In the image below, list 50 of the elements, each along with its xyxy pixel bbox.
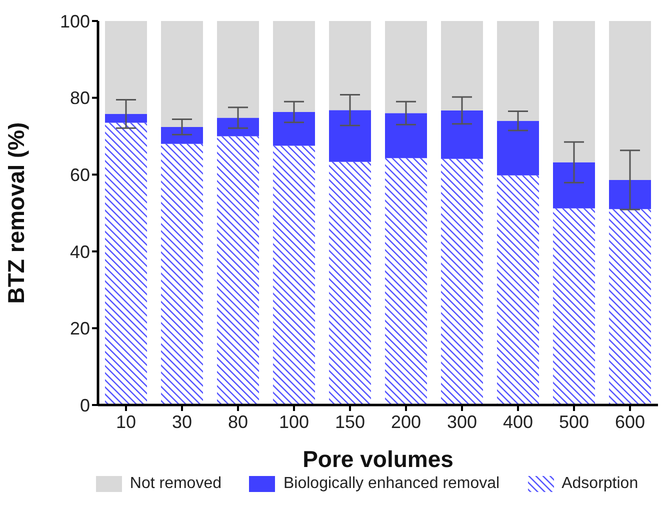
x-tick-label: 30 <box>172 412 192 432</box>
bar <box>609 209 651 405</box>
bar <box>105 21 147 114</box>
x-tick-label: 500 <box>558 412 590 432</box>
bar <box>161 144 203 405</box>
y-tick-label: 100 <box>60 11 90 32</box>
bar <box>385 158 427 405</box>
bar <box>385 21 427 114</box>
x-tick-label: 100 <box>278 412 310 432</box>
x-tick-label: 150 <box>334 412 366 432</box>
bar <box>105 122 147 405</box>
x-axis-title: Pore volumes <box>302 446 454 472</box>
bar <box>273 112 315 146</box>
y-tick-label: 0 <box>80 395 90 416</box>
x-tick-label: 200 <box>390 412 422 432</box>
bar <box>497 175 539 405</box>
bar <box>161 21 203 127</box>
bar <box>273 146 315 405</box>
bar <box>441 158 483 405</box>
x-tick-label: 80 <box>228 412 248 432</box>
legend-label: Biologically enhanced removal <box>282 475 500 493</box>
bar <box>441 110 483 159</box>
x-tick-label: 300 <box>446 412 478 432</box>
bar <box>497 21 539 121</box>
bar <box>217 136 259 405</box>
bar <box>105 114 147 123</box>
bar <box>329 110 371 162</box>
bar <box>553 162 595 208</box>
y-tick-label: 40 <box>70 242 90 262</box>
bar <box>217 21 259 118</box>
y-tick-label: 20 <box>70 318 90 339</box>
bar <box>273 21 315 112</box>
x-tick-label: 400 <box>502 412 534 432</box>
bar <box>329 162 371 405</box>
bar <box>497 120 539 176</box>
bar <box>441 21 483 110</box>
bar <box>553 208 595 405</box>
bar <box>609 180 651 210</box>
legend-label: Not removed <box>128 475 222 493</box>
y-tick-label: 60 <box>70 164 90 185</box>
bar <box>217 118 259 136</box>
legend-label: Adsorption <box>560 475 638 493</box>
y-tick-label: 80 <box>70 88 90 108</box>
bar <box>609 21 651 180</box>
bar <box>553 21 595 162</box>
x-tick-label: 10 <box>116 412 136 432</box>
bar <box>385 113 427 158</box>
bar <box>329 21 371 110</box>
x-tick-label: 600 <box>614 412 646 432</box>
bar <box>161 126 203 144</box>
